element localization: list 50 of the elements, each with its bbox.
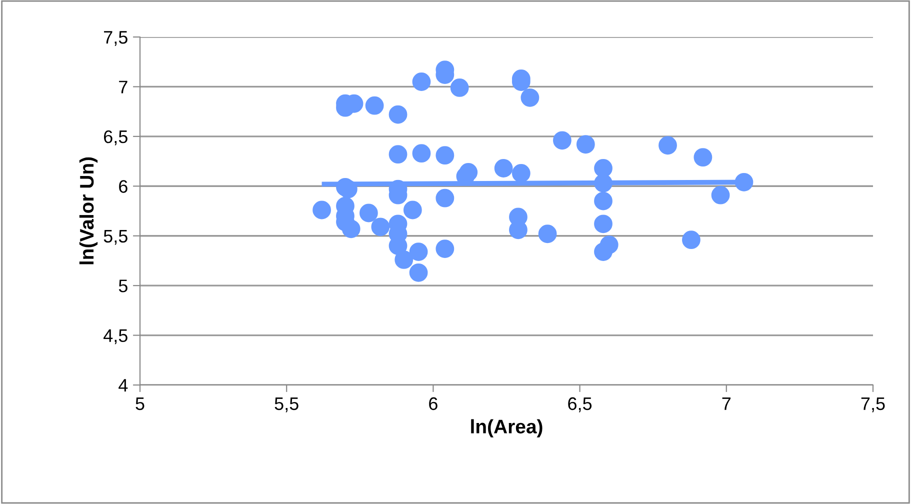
point [409,242,428,261]
point [682,230,700,250]
x-tick-label: 7 [722,397,731,410]
x-axis-title: ln(Area) [471,419,542,438]
point [412,72,431,91]
y-tick-label: 5 [118,280,128,292]
y-tick-label: 7,5 [104,31,128,46]
point [734,172,754,192]
point [312,200,331,220]
point [538,224,557,244]
y-tick-label: 6,5 [104,130,128,146]
x-tick-label: 7,5 [861,397,885,412]
point [594,214,612,234]
point [594,159,612,178]
point [388,145,408,164]
y-tick-label: 5,5 [104,230,128,245]
point [403,200,422,220]
point [412,144,431,163]
x-tick-label: 5 [136,397,144,410]
point [658,136,677,155]
point [600,236,618,254]
x-tick-label: 6 [429,397,438,410]
point [594,192,612,210]
point [342,220,360,238]
point [711,186,730,204]
point [388,105,408,124]
point [694,148,712,167]
point [394,250,414,269]
y-tick-label: 6 [119,180,128,193]
point [365,96,384,115]
point [594,174,612,192]
x-tick-label: 6,5 [568,397,592,412]
x-tick-label: 5,5 [274,397,298,412]
point [494,159,513,178]
y-axis-title: ln(Valor Un) [79,157,98,264]
point [520,88,540,107]
point [450,78,469,97]
point [436,240,454,258]
point [459,163,478,182]
y-tick-label: 7 [119,80,128,94]
point [409,263,428,282]
point [553,131,572,150]
point [371,218,390,236]
y-tick-label: 4,5 [104,329,128,344]
point [576,135,595,154]
y-tick-label: 4 [118,379,128,392]
point [436,146,454,165]
point [359,204,378,222]
point [436,188,454,208]
point [512,164,530,182]
